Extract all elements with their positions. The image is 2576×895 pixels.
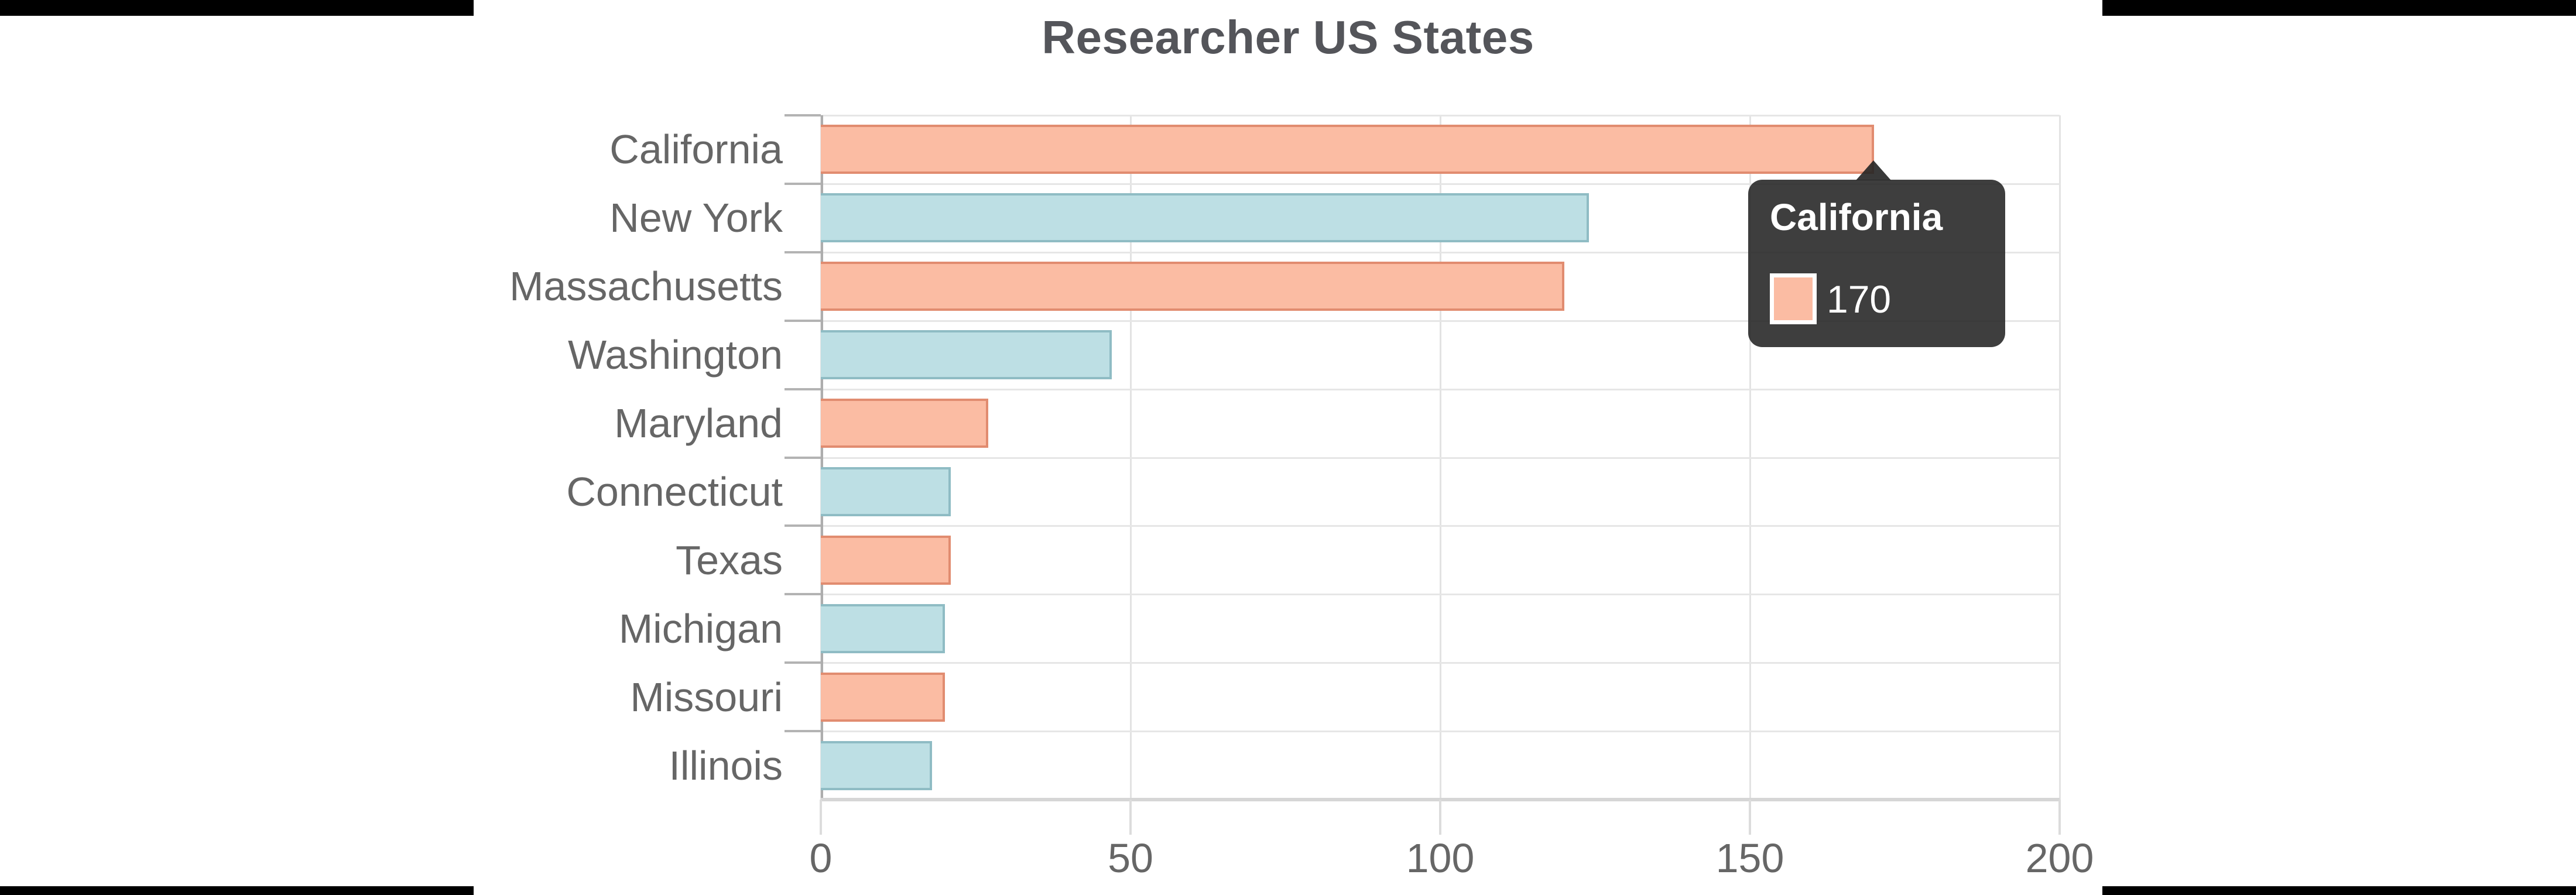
y-tick-massachusetts [785, 251, 821, 253]
y-label-connecticut: Connecticut [566, 468, 783, 515]
y-label-new-york: New York [609, 195, 783, 241]
y-label-illinois: Illinois [669, 742, 783, 788]
y-tick-california [785, 114, 821, 116]
y-label-texas: Texas [676, 537, 783, 583]
x-tick-label-50: 50 [1108, 835, 1153, 881]
y-label-washington: Washington [567, 332, 783, 378]
gridline-row-2 [821, 251, 2060, 253]
y-tick-missouri [785, 661, 821, 664]
bar-texas[interactable] [821, 535, 951, 585]
bar-illinois[interactable] [821, 740, 933, 790]
x-tick-label-100: 100 [1406, 835, 1475, 881]
gridline-x-200 [2059, 115, 2061, 800]
bar-california[interactable] [821, 125, 1874, 174]
bar-massachusetts[interactable] [821, 262, 1564, 311]
bar-michigan[interactable] [821, 603, 945, 653]
x-tick-label-150: 150 [1715, 835, 1784, 881]
gridline-row-3 [821, 320, 2060, 322]
y-tick-connecticut [785, 456, 821, 459]
x-tick-0 [820, 800, 822, 835]
tooltip-caret-icon [1856, 160, 1891, 180]
tooltip-value: 170 [1827, 277, 1892, 321]
chart-title: Researcher US States [1042, 11, 1534, 63]
gridline-row-7 [821, 594, 2060, 596]
y-label-missouri: Missouri [630, 674, 783, 720]
x-tick-50 [1129, 800, 1132, 835]
x-tick-100 [1439, 800, 1441, 835]
x-tick-label-0: 0 [809, 835, 833, 881]
bar-maryland[interactable] [821, 399, 988, 448]
y-axis-line [821, 115, 823, 800]
y-tick-maryland [785, 388, 821, 390]
y-tick-illinois [785, 730, 821, 733]
y-tick-new-york [785, 182, 821, 185]
y-label-california: California [609, 126, 783, 173]
y-tick-texas [785, 524, 821, 527]
x-tick-200 [2058, 800, 2061, 835]
y-label-maryland: Maryland [614, 400, 783, 447]
gridline-row-4 [821, 388, 2060, 390]
bar-missouri[interactable] [821, 672, 945, 722]
gridline-row-6 [821, 525, 2060, 527]
y-label-michigan: Michigan [618, 605, 783, 651]
bar-connecticut[interactable] [821, 467, 951, 516]
gridline-row-9 [821, 731, 2060, 733]
x-tick-150 [1749, 800, 1751, 835]
y-label-massachusetts: Massachusetts [509, 263, 783, 310]
y-tick-michigan [785, 593, 821, 596]
gridline-row-1 [821, 183, 2060, 185]
gridline-row-0 [821, 115, 2060, 116]
gridline-row-5 [821, 457, 2060, 459]
tooltip-title: California [1770, 196, 1943, 238]
bar-washington[interactable] [821, 330, 1112, 380]
y-tick-washington [785, 319, 821, 322]
tooltip-swatch [1770, 273, 1817, 324]
tooltip: California 170 [1748, 160, 2005, 347]
x-tick-label-200: 200 [2025, 835, 2094, 881]
bar-new-york[interactable] [821, 193, 1589, 243]
gridline-row-8 [821, 662, 2060, 664]
